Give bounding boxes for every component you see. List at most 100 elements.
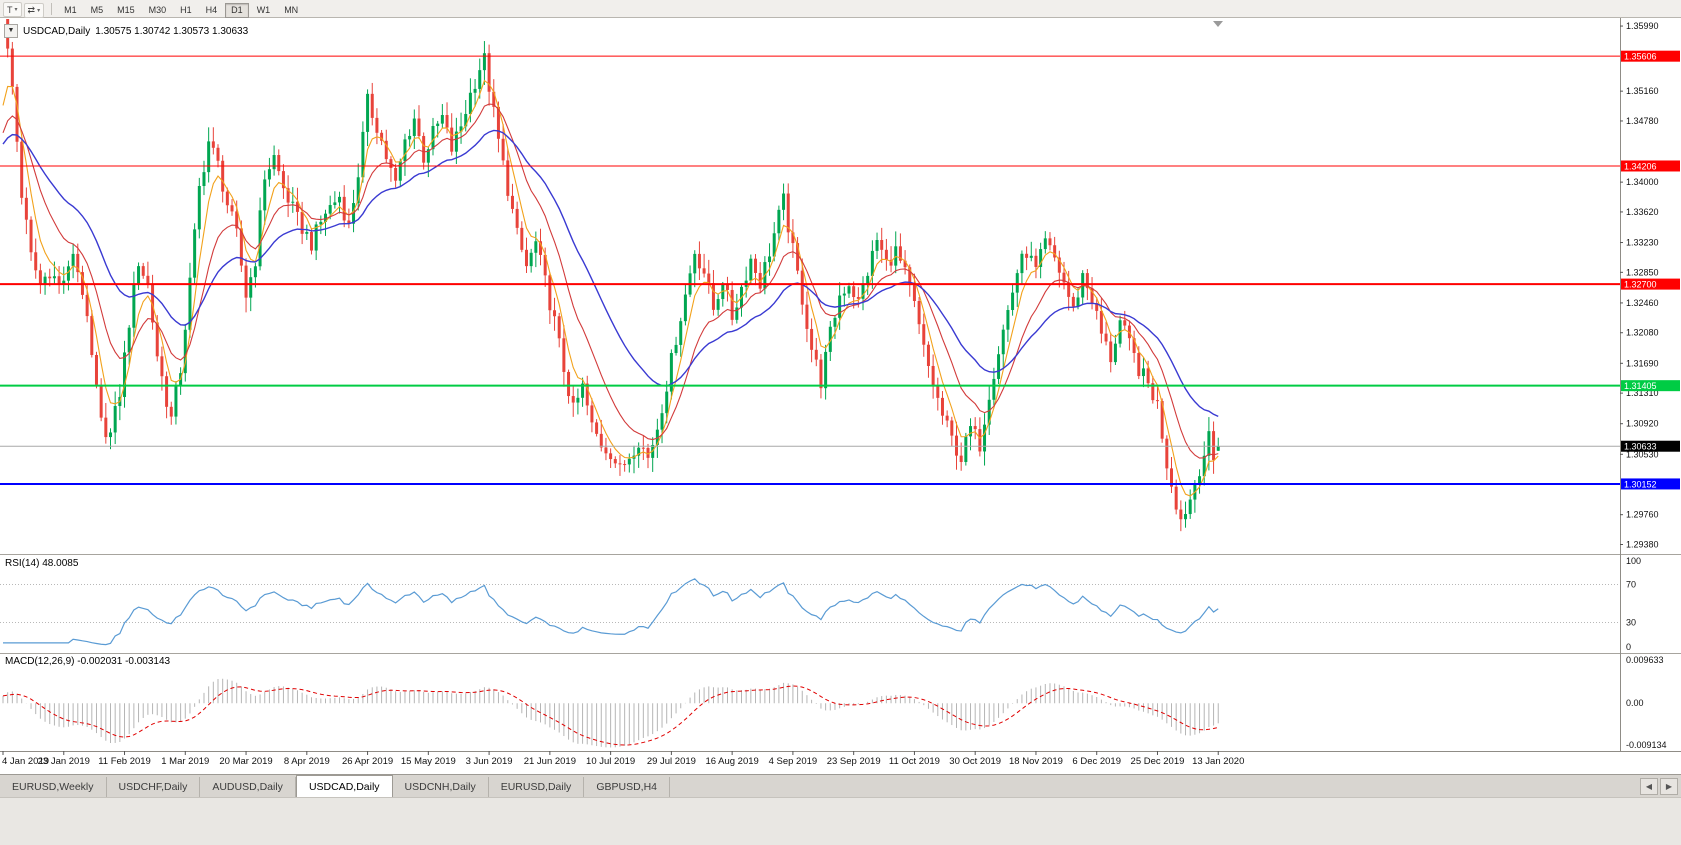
macd-axis-label: 0.00 [1626,698,1644,708]
price-badge-1.34206 [1621,160,1680,172]
time-axis-label: 10 Jul 2019 [586,756,635,767]
time-axis-label: 13 Jan 2020 [1192,756,1244,767]
time-axis-label: 26 Apr 2019 [342,756,393,767]
time-axis-label: 29 Jul 2019 [647,756,696,767]
time-axis-label: 1 Mar 2019 [161,756,209,767]
time-axis-label: 16 Aug 2019 [705,756,758,767]
time-axis-label: 3 Jun 2019 [466,756,513,767]
svg-text:1.29380: 1.29380 [1626,539,1659,549]
chart-frame [0,18,1681,752]
slow-ma-line [2,129,1219,418]
time-axis-label: 21 Jun 2019 [524,756,576,767]
rsi-axis-label: 0 [1626,642,1631,652]
rsi-line [3,578,1219,646]
timeframe-button-h4[interactable]: H4 [200,3,224,18]
time-axis-label: 4 Sep 2019 [769,756,818,767]
timeframe-button-mn[interactable]: MN [278,3,304,18]
macd-signal-line [2,685,1219,746]
candlesticks [2,19,1220,532]
svg-text:1.30530: 1.30530 [1626,449,1659,459]
timeframe-button-m1[interactable]: M1 [58,3,83,18]
horizontal-line-objects[interactable] [0,55,1620,485]
macd-axis-label: -0.009134 [1626,740,1667,750]
time-axis-label: 11 Feb 2019 [98,756,151,767]
price-badge-1.35606 [1621,50,1680,62]
time-axis-label: 15 May 2019 [401,756,456,767]
macd-axis-label: 0.009633 [1626,655,1664,665]
svg-text:1.31690: 1.31690 [1626,358,1659,368]
chart-tabs: EURUSD,Weekly USDCHF,Daily AUDUSD,Daily USD… [0,775,670,797]
top-toolbar: T ▾ ⇄ ▾ M1 M5 M15 M30 H1 H4 D1 W1 MN [0,0,1681,18]
timeframe-button-m30[interactable]: M30 [143,3,173,18]
svg-text:1.30633: 1.30633 [1624,442,1657,452]
rsi-axis-label: 30 [1626,618,1636,628]
timeframe-button-m15[interactable]: M15 [111,3,141,18]
current-price-badge [1621,440,1680,452]
time-axis-label: 23 Jan 2019 [38,756,90,767]
svg-text:1.34000: 1.34000 [1626,177,1659,187]
toolbar-icon-group: T ▾ ⇄ ▾ [3,0,46,18]
svg-text:1.31310: 1.31310 [1626,388,1659,398]
price-badge-1.31405 [1621,380,1680,392]
time-axis-label: 23 Sep 2019 [827,756,881,767]
tab-scroll-arrows: ◀ ▶ [1640,778,1678,795]
svg-text:1.35990: 1.35990 [1626,21,1659,31]
price-badge-1.30152 [1621,478,1680,490]
svg-text:1.32850: 1.32850 [1626,267,1659,277]
svg-text:1.34780: 1.34780 [1626,116,1659,126]
one-click-trading-toggle[interactable]: ▼ [4,24,18,38]
svg-text:1.35606: 1.35606 [1624,52,1657,62]
bottom-strip [0,797,1681,845]
svg-text:1.32080: 1.32080 [1626,328,1659,338]
price-badges: 1.35606 1.34206 1.32700 1.31405 1.30152 1.306… [1621,50,1680,490]
price-badge-1.32700 [1621,278,1680,290]
tab-scroll-right-button[interactable]: ▶ [1660,778,1678,795]
tab-scroll-left-button[interactable]: ◀ [1640,778,1658,795]
chart-type-button[interactable]: T ▾ [3,2,22,17]
timeframe-button-h1[interactable]: H1 [174,3,198,18]
svg-text:1.29760: 1.29760 [1626,510,1659,520]
svg-text:1.33230: 1.33230 [1626,238,1659,248]
timeframe-button-m5[interactable]: M5 [85,3,110,18]
time-axis-label: 18 Nov 2019 [1009,756,1063,767]
medium-ma-line [2,103,1219,459]
chart-tab-gbpusd-h4[interactable]: GBPUSD,H4 [584,777,670,797]
svg-text:1.30152: 1.30152 [1624,479,1657,489]
svg-text:1.32460: 1.32460 [1626,298,1659,308]
svg-text:1.31405: 1.31405 [1624,381,1657,391]
chart-region: 1.35990 1.35160 1.34780 1.34000 1.33620 1.332… [0,18,1681,774]
price-axis: 1.35990 1.35160 1.34780 1.34000 1.33620 1.332… [1620,21,1667,750]
rsi-axis-label: 100 [1626,556,1641,566]
svg-text:1.34206: 1.34206 [1624,161,1657,171]
time-axis-label: 4 Jan 2019 [2,756,49,767]
chart-tab-usdcad-daily[interactable]: USDCAD,Daily [295,775,393,797]
fast-ma-line [2,79,1219,497]
chart-tab-eurusd-weekly[interactable]: EURUSD,Weekly [0,777,107,797]
chart-canvas[interactable]: 1.35990 1.35160 1.34780 1.34000 1.33620 1.332… [0,18,1681,774]
svg-text:1.33620: 1.33620 [1626,207,1659,217]
cursor-mode-button[interactable]: ⇄ ▾ [23,2,45,18]
macd-histogram [2,678,1219,748]
timeframe-button-group: M1 M5 M15 M30 H1 H4 D1 W1 MN [57,0,305,18]
time-axis-label: 11 Oct 2019 [889,756,940,767]
svg-text:1.30920: 1.30920 [1626,419,1659,429]
time-axis-label: 30 Oct 2019 [949,756,1001,767]
timeframe-button-d1[interactable]: D1 [225,2,249,18]
chart-tab-bar: EURUSD,Weekly USDCHF,Daily AUDUSD,Daily USD… [0,774,1681,797]
time-axis-label: 6 Dec 2019 [1072,756,1121,767]
svg-text:1.35160: 1.35160 [1626,86,1659,96]
chart-tab-usdchf-daily[interactable]: USDCHF,Daily [106,777,201,797]
svg-text:1.32700: 1.32700 [1624,280,1657,290]
time-axis-label: 8 Apr 2019 [284,756,330,767]
chart-tab-eurusd-daily[interactable]: EURUSD,Daily [488,777,585,797]
rsi-axis-label: 70 [1626,580,1636,590]
chart-tab-audusd-daily[interactable]: AUDUSD,Daily [200,777,296,797]
timeframe-button-w1[interactable]: W1 [251,3,277,18]
time-axis-label: 25 Dec 2019 [1131,756,1185,767]
chart-shift-marker[interactable] [1213,21,1223,27]
time-axis-label: 20 Mar 2019 [219,756,272,767]
toolbar-separator [51,2,53,15]
chart-tab-usdcnh-daily[interactable]: USDCNH,Daily [392,777,489,797]
